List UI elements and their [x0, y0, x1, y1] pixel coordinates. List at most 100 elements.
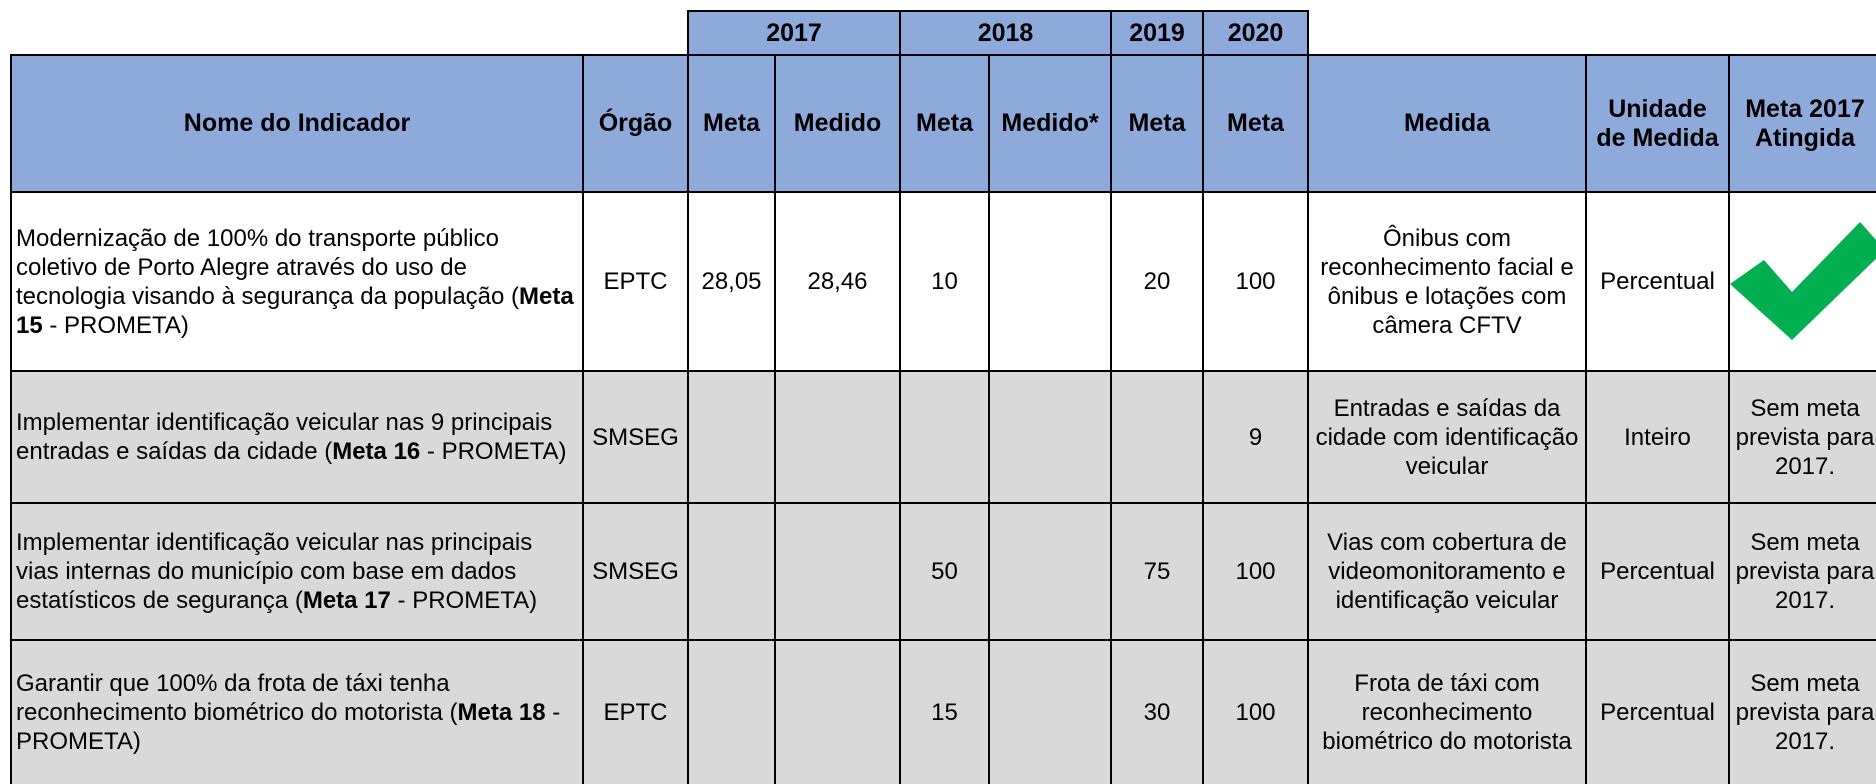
cell-text: 75 [1143, 558, 1171, 585]
cell-text: 20 [1143, 268, 1171, 295]
table-cell: Sem meta prevista para 2017. [1728, 639, 1876, 784]
cell-text: SMSEG [592, 558, 679, 585]
cell-text: 100 [1235, 558, 1276, 585]
cell-text: 2020 [1227, 18, 1284, 47]
table-cell: EPTC [582, 191, 689, 372]
indicator-name: Garantir que 100% da frota de táxi tenha… [10, 639, 584, 784]
table-cell: Frota de táxi com reconhecimento biométr… [1307, 639, 1587, 784]
cell-text: Sem meta prevista para 2017. [1735, 394, 1875, 480]
table-cell: 9 [1202, 370, 1309, 504]
table-cell: 15 [899, 639, 990, 784]
cell-text: Medido [793, 109, 882, 137]
cell-text: Ônibus com reconhecimento facial e ônibu… [1320, 224, 1574, 339]
cell-text: 9 [1248, 423, 1263, 451]
name-part: Meta 15 [16, 282, 574, 339]
name-part: Meta 18 [457, 699, 546, 726]
column-header: Meta [899, 54, 990, 193]
column-header: Órgão [582, 54, 689, 193]
table-cell: Sem meta prevista para 2017. [1728, 370, 1876, 504]
cell-text: Medida [1403, 109, 1491, 137]
column-header: Medido [774, 54, 901, 193]
name-part: - PROMETA) [390, 587, 538, 614]
table-cell: 100 [1202, 502, 1309, 641]
cell-text: Meta [916, 109, 973, 137]
name-text: Modernização de 100% do transporte públi… [16, 224, 578, 340]
column-header: Medida [1307, 54, 1587, 193]
table-cell: 28,05 [687, 191, 776, 372]
column-header: Meta [1110, 54, 1204, 193]
column-header: Meta [687, 54, 776, 193]
year-header: 2019 [1110, 10, 1204, 56]
cell-text: Órgão [598, 109, 673, 137]
table-cell: SMSEG [582, 370, 689, 504]
cell-text: EPTC [603, 268, 668, 295]
table-cell: 30 [1110, 639, 1204, 784]
indicator-name: Modernização de 100% do transporte públi… [10, 191, 584, 372]
cell-text: Nome do Indicador [183, 109, 411, 137]
cell-text: 15 [931, 699, 958, 726]
cell-text: 2018 [977, 18, 1034, 47]
table-cell: Vias com cobertura de videomonitoramento… [1307, 502, 1587, 641]
cell-text: 10 [931, 268, 958, 295]
table-cell: 100 [1202, 191, 1309, 372]
column-header: Nome do Indicador [10, 54, 584, 193]
name-part: Modernização de 100% do transporte públi… [16, 224, 520, 310]
table-cell: Ônibus com reconhecimento facial e ônibu… [1307, 191, 1587, 372]
cell-text: Percentual [1600, 268, 1715, 295]
table-cell [774, 639, 901, 784]
table-cell: Percentual [1585, 191, 1730, 372]
cell-text: Frota de táxi com reconhecimento biométr… [1322, 670, 1572, 755]
name-part: Implementar identificação veicular nas 9… [16, 409, 553, 465]
check-mark [1730, 221, 1876, 340]
cell-text: Unidade de Medida [1596, 94, 1719, 152]
cell-text: Inteiro [1624, 423, 1691, 451]
table-cell: 50 [899, 502, 990, 641]
table-cell [1728, 191, 1876, 372]
table-cell [687, 370, 776, 504]
table-cell [687, 639, 776, 784]
cell-text: 2017 [766, 18, 822, 47]
table-cell: Entradas e saídas da cidade com identifi… [1307, 370, 1587, 504]
name-text: Implementar identificação veicular nas p… [16, 528, 578, 615]
table-cell: Sem meta prevista para 2017. [1728, 502, 1876, 641]
name-part: - PROMETA) [420, 438, 567, 465]
table-cell [988, 370, 1112, 504]
table-cell: SMSEG [582, 502, 689, 641]
cell-text: 2019 [1129, 18, 1185, 47]
column-header: Meta [1202, 54, 1309, 193]
cell-text: SMSEG [592, 423, 679, 451]
name-text: Implementar identificação veicular nas 9… [16, 408, 578, 466]
table-cell: EPTC [582, 639, 689, 784]
table-cell [1110, 370, 1204, 504]
table-cell [988, 502, 1112, 641]
cell-text: Percentual [1600, 558, 1715, 585]
table-cell [687, 502, 776, 641]
cell-text: Meta [1128, 109, 1186, 137]
column-header: Meta 2017 Atingida [1728, 54, 1876, 193]
check-icon [1730, 221, 1876, 340]
cell-text: 100 [1235, 699, 1276, 726]
table-cell: Inteiro [1585, 370, 1730, 504]
cell-text: Meta 2017 Atingida [1745, 94, 1865, 152]
year-header: 2020 [1202, 10, 1309, 56]
name-part: Meta 17 [302, 587, 391, 614]
table-cell [774, 502, 901, 641]
cell-text: Meta [1227, 109, 1284, 137]
cell-text: EPTC [603, 699, 668, 726]
table-cell: 20 [1110, 191, 1204, 372]
table-cell [988, 191, 1112, 372]
indicator-name: Implementar identificação veicular nas p… [10, 502, 584, 641]
name-part: Meta 16 [332, 438, 421, 465]
cell-text: 100 [1235, 268, 1276, 295]
name-part: - PROMETA) [42, 311, 189, 339]
name-part: - PROMETA) [16, 699, 561, 755]
name-text: Garantir que 100% da frota de táxi tenha… [16, 669, 578, 756]
table-cell [774, 370, 901, 504]
table-cell: 75 [1110, 502, 1204, 641]
indicator-name: Implementar identificação veicular nas 9… [10, 370, 584, 504]
table-cell: 10 [899, 191, 990, 372]
cell-text: 50 [931, 558, 958, 585]
cell-text: 28,46 [807, 268, 868, 295]
cell-text: Medido* [1001, 109, 1099, 137]
